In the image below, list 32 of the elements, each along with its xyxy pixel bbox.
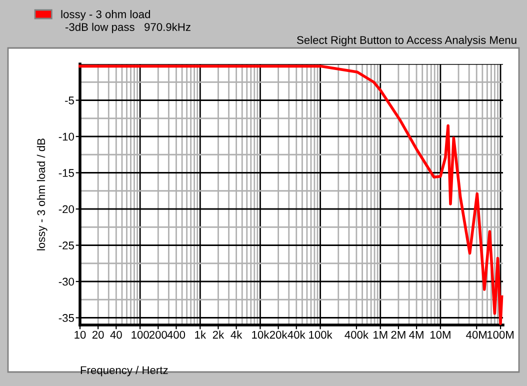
x-tick-label: 1k: [195, 330, 206, 339]
x-tick-label: 10: [74, 330, 86, 339]
x-tick-label: 100M: [487, 330, 514, 339]
x-tick-label: 20k: [270, 330, 288, 339]
x-tick-label: 2k: [212, 330, 224, 339]
x-tick-label: 10k: [252, 330, 270, 339]
y-axis-title: lossy - 3 ohm load / dB: [36, 138, 48, 250]
y-tick-label: -30: [58, 278, 74, 286]
x-tick-label: 40k: [288, 330, 306, 339]
text: -3dB low pass 970.9kHz: [65, 22, 190, 34]
x-tick-label: 20: [92, 330, 104, 339]
x-tick-label: 4k: [230, 330, 242, 339]
x-tick-label: 1M: [373, 330, 388, 339]
y-tick-label: -35: [58, 314, 74, 322]
text: Select Right Button to Access Analysis Menu: [297, 36, 516, 46]
legend-label: lossy - 3 ohm load: [61, 10, 150, 20]
x-tick-label: 40: [110, 330, 122, 339]
x-tick-label: 200: [149, 330, 167, 339]
x-tick-label: 4M: [409, 330, 424, 339]
x-axis-title: Frequency / Hertz: [80, 366, 168, 376]
x-tick-label: 100: [132, 330, 149, 339]
x-tick-label: 10M: [430, 330, 450, 339]
y-tick-label: -10: [58, 132, 74, 141]
x-tick-label: 2M: [391, 330, 406, 339]
y-tick-label: -5: [65, 96, 74, 104]
x-tick-label: 100k: [309, 330, 332, 339]
x-tick-label: 400k: [344, 330, 369, 339]
y-tick-label: -15: [58, 169, 74, 177]
x-tick-label: 40M: [466, 330, 487, 339]
x-tick-label: 400: [167, 330, 186, 339]
y-tick-label: -25: [58, 242, 74, 250]
y-tick-label: -20: [58, 205, 74, 214]
